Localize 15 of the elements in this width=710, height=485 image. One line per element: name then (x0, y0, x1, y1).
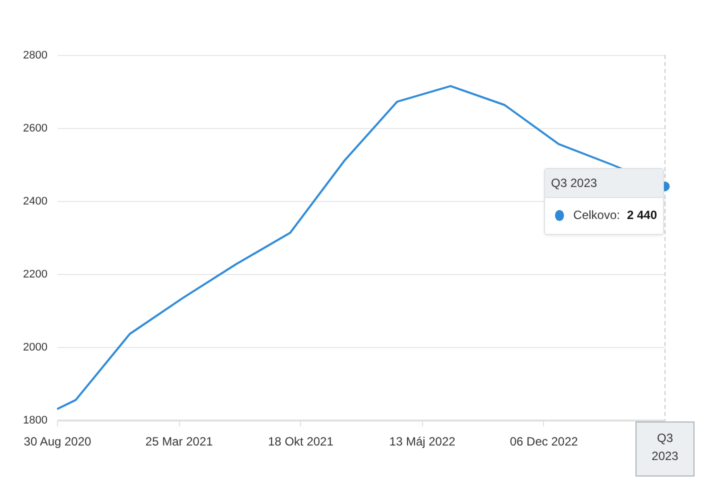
data-label: 2 440 (626, 208, 657, 222)
y-tick-label: 2000 (23, 342, 48, 354)
y-tick-label: 2800 (23, 50, 48, 62)
ref-line-label: Q3 2023 (652, 431, 679, 463)
x-tick-label: 25 Mar 2021 (145, 434, 214, 448)
legend-label: Celkovo: (573, 208, 620, 222)
x-tick-label: 06 Dec 2022 (510, 434, 578, 448)
x-tick-label: 13 Máj 2022 (389, 434, 456, 448)
x-tick-label: 18 Okt 2021 (268, 434, 334, 448)
y-tick-label: 2400 (23, 196, 48, 208)
text: Q3 2023 (551, 176, 598, 190)
y-tick-label: 2600 (23, 122, 48, 134)
x-tick-label: 30 Aug 2020 (24, 434, 92, 448)
y-tick-label: 2200 (23, 268, 48, 280)
y-tick-label: 1800 (23, 414, 48, 426)
